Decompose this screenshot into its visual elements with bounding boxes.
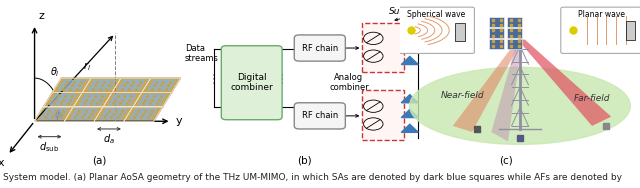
Text: $d_a$: $d_a$	[103, 132, 115, 146]
Polygon shape	[65, 107, 103, 121]
Polygon shape	[401, 109, 419, 118]
Text: ⋮: ⋮	[415, 23, 426, 33]
Polygon shape	[401, 42, 419, 50]
Polygon shape	[58, 80, 85, 90]
FancyBboxPatch shape	[397, 7, 474, 53]
Polygon shape	[35, 78, 180, 121]
Text: ⋮: ⋮	[276, 73, 289, 86]
Polygon shape	[142, 78, 180, 92]
Text: ...: ...	[385, 52, 394, 61]
Text: ...: ...	[385, 119, 394, 128]
Polygon shape	[130, 109, 157, 119]
Text: Spherical wave: Spherical wave	[407, 10, 465, 19]
Polygon shape	[44, 92, 83, 107]
Text: $r_l$: $r_l$	[83, 60, 90, 73]
FancyBboxPatch shape	[294, 103, 346, 129]
Polygon shape	[401, 95, 419, 103]
Polygon shape	[70, 109, 97, 119]
Polygon shape	[83, 78, 121, 92]
Text: ...: ...	[385, 34, 394, 43]
Polygon shape	[112, 78, 151, 92]
FancyBboxPatch shape	[362, 90, 404, 140]
FancyBboxPatch shape	[362, 23, 404, 72]
Text: Near-field: Near-field	[440, 91, 484, 100]
Text: (c): (c)	[499, 156, 513, 166]
Text: Subarray: Subarray	[389, 8, 430, 16]
Text: RF chain: RF chain	[301, 111, 338, 120]
Polygon shape	[148, 80, 175, 90]
Polygon shape	[401, 124, 419, 132]
Text: streams: streams	[185, 54, 219, 63]
Polygon shape	[49, 95, 76, 105]
FancyBboxPatch shape	[294, 35, 346, 61]
Polygon shape	[100, 109, 127, 119]
Text: RF chain: RF chain	[301, 44, 338, 52]
Polygon shape	[453, 39, 522, 132]
Polygon shape	[103, 92, 142, 107]
Text: Analog
combiner: Analog combiner	[329, 73, 369, 92]
Text: $\theta_l$: $\theta_l$	[50, 65, 60, 79]
Polygon shape	[401, 27, 419, 35]
Text: Data: Data	[185, 44, 205, 53]
Polygon shape	[109, 95, 136, 105]
Bar	[507, 28, 522, 38]
Polygon shape	[73, 92, 112, 107]
Text: x: x	[0, 158, 4, 168]
Polygon shape	[518, 39, 611, 126]
Text: Far-field: Far-field	[573, 94, 611, 103]
Text: Planar wave: Planar wave	[578, 10, 625, 19]
Polygon shape	[124, 107, 163, 121]
Polygon shape	[88, 80, 115, 90]
Text: (b): (b)	[297, 156, 311, 166]
Text: Digital
combiner: Digital combiner	[230, 73, 273, 92]
FancyBboxPatch shape	[561, 7, 640, 53]
Text: (a): (a)	[92, 156, 106, 166]
Text: z: z	[38, 11, 44, 21]
Bar	[626, 21, 636, 39]
Text: System model. (a) Planar AoSA geometry of the THz UM-MIMO, in which SAs are deno: System model. (a) Planar AoSA geometry o…	[3, 173, 622, 182]
Bar	[455, 23, 465, 41]
Bar	[489, 17, 504, 27]
Text: $d_\mathrm{sub}$: $d_\mathrm{sub}$	[40, 140, 60, 154]
Polygon shape	[401, 56, 419, 64]
Polygon shape	[52, 78, 92, 92]
Text: y: y	[175, 116, 182, 126]
Text: ⋮: ⋮	[208, 73, 220, 86]
Polygon shape	[492, 39, 522, 141]
Polygon shape	[40, 109, 67, 119]
Polygon shape	[35, 107, 73, 121]
Ellipse shape	[410, 67, 630, 144]
Bar	[507, 17, 522, 27]
Bar	[489, 28, 504, 38]
Polygon shape	[133, 92, 172, 107]
Polygon shape	[94, 107, 133, 121]
Polygon shape	[139, 95, 166, 105]
Text: $\phi_l$: $\phi_l$	[54, 108, 64, 122]
Bar	[489, 39, 504, 49]
Polygon shape	[118, 80, 145, 90]
Bar	[507, 39, 522, 49]
FancyBboxPatch shape	[221, 46, 282, 120]
Polygon shape	[79, 95, 106, 105]
Text: ...: ...	[385, 102, 394, 111]
